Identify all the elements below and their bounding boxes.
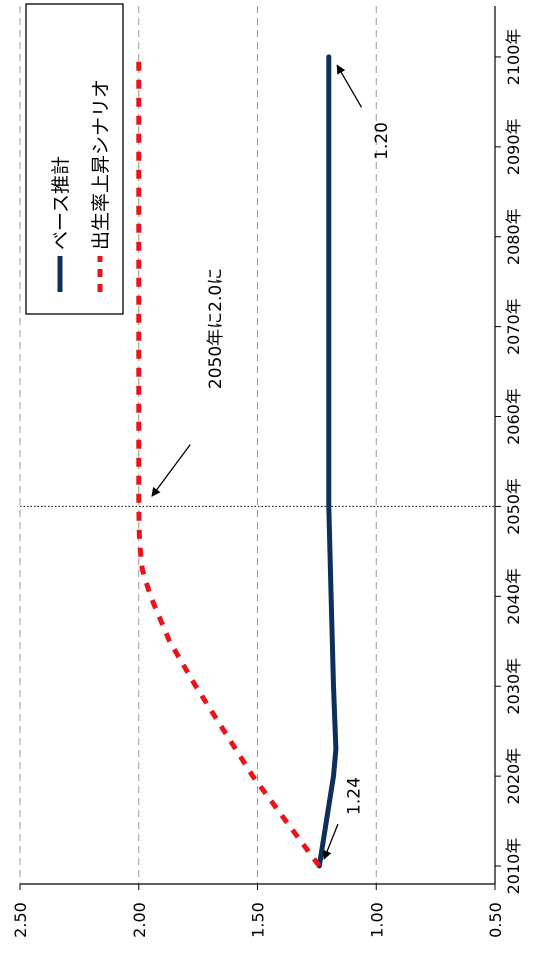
x-tick-label: 2080年 (504, 208, 523, 265)
legend-label: 出生率上昇シナリオ (90, 79, 112, 250)
x-tick-label: 2070年 (504, 298, 523, 355)
x-tick-label: 2090年 (504, 118, 523, 175)
x-tick-label: 2100年 (504, 29, 523, 86)
legend: ベース推計 出生率上昇シナリオ (25, 3, 124, 315)
plot-area: 0.50 1.00 1.50 2.00 2.50 2010年 2020年 2030年 2040年… (11, 6, 523, 938)
x-tick-label: 2060年 (504, 388, 523, 445)
annotation-arrow (151, 444, 191, 497)
annotation-label: 2050年に2.0に (206, 268, 226, 389)
x-tick-label: 2010年 (504, 838, 523, 895)
y-tick-label: 1.50 (249, 902, 268, 938)
x-tick-label: 2030年 (504, 658, 523, 715)
x-tick-label: 2040年 (504, 568, 523, 625)
y-tick-label: 2.50 (11, 902, 30, 938)
legend-box (25, 3, 124, 315)
annotation-label: 1.24 (344, 777, 364, 815)
x-tick-label: 2020年 (504, 748, 523, 805)
series-base-line (316, 54, 339, 869)
y-tick-label: 2.00 (130, 902, 149, 938)
series-scenario-line (136, 56, 322, 868)
y-tick-label: 1.00 (367, 902, 386, 938)
annotation-arrow (336, 64, 363, 108)
annotation-label: 1.20 (372, 122, 392, 160)
legend-label: ベース推計 (50, 156, 72, 250)
y-tick-label: 0.50 (486, 902, 505, 938)
x-tick-label: 2050年 (504, 478, 523, 535)
annotation-arrow (322, 823, 339, 860)
